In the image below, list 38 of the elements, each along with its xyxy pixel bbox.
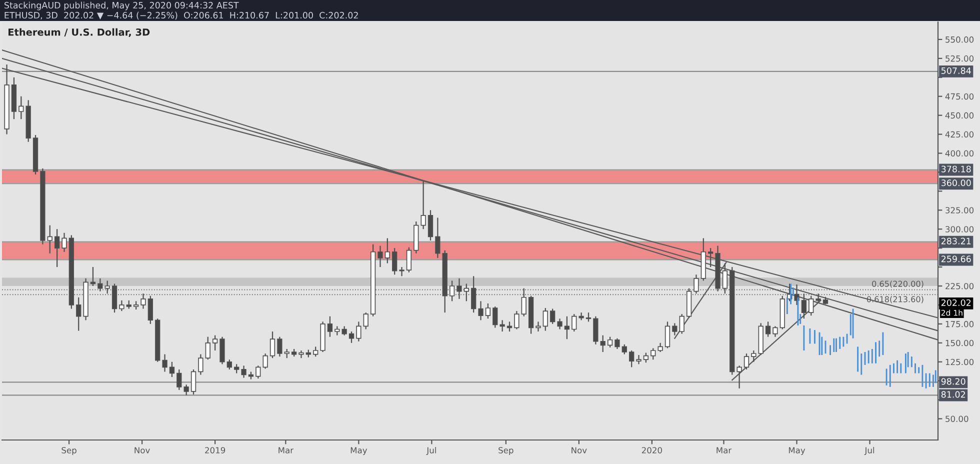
y-tick-label: 450.00 — [945, 112, 974, 119]
x-tick-label: May — [350, 447, 368, 456]
ref-line-label: 0.65(220.00) — [872, 280, 924, 288]
y-tick-label: 300.00 — [946, 226, 974, 232]
annotation: 202.02 — [941, 299, 971, 306]
ref-line-label: 0.618(213.60) — [866, 296, 924, 304]
x-tick-label: 2020 — [642, 447, 662, 454]
x-tick-label: Mar — [278, 447, 294, 454]
ref-line-label: 259.66 — [941, 256, 971, 262]
x-tick-label: 2019 — [205, 447, 226, 454]
x-tick-label: Mar — [716, 447, 732, 454]
x-tick-label: Sep — [62, 447, 76, 456]
ref-line-label: 81.02 — [941, 391, 965, 398]
y-tick-label: 400.00 — [945, 150, 974, 157]
y-tick-label: 50.00 — [946, 416, 968, 422]
y-tick-label: 550.00 — [946, 36, 974, 43]
ref-line-label: 283.21 — [941, 238, 971, 244]
x-tick-label: May — [788, 447, 806, 456]
y-tick-label: 475.00 — [945, 93, 974, 100]
y-tick-label: 325.00 — [946, 207, 974, 214]
text: StackingAUD published, May 25, 2020 09:44:32 AEST — [4, 2, 239, 10]
ref-line-label: 378.18 — [941, 166, 971, 172]
x-tick-label: Nov — [134, 447, 150, 454]
text: Ethereum / U.S. Dollar, 3D — [8, 28, 150, 38]
x-tick-label: Jul — [426, 446, 436, 455]
ref-line-label: 360.00 — [941, 180, 971, 186]
y-tick-label: 525.00 — [946, 55, 974, 62]
text: ETHUSD, 3D 202.02 ▼ −4.64 (−2.25%) O:206.61 H:210.67 L:201.00 C:202.02 — [4, 12, 358, 20]
y-tick-label: 425.00 — [945, 131, 974, 138]
y-tick-label: 125.00 — [946, 358, 974, 366]
x-tick-label: Nov — [572, 447, 587, 454]
ref-line-label: 507.84 — [941, 67, 971, 74]
y-tick-label: 175.00 — [946, 320, 974, 328]
x-tick-label: Sep — [498, 447, 514, 456]
y-tick-label: 150.00 — [946, 340, 974, 346]
ref-line-label: 98.20 — [941, 378, 966, 385]
x-tick-label: Jul — [864, 446, 874, 455]
y-tick-label: 225.00 — [946, 282, 974, 290]
